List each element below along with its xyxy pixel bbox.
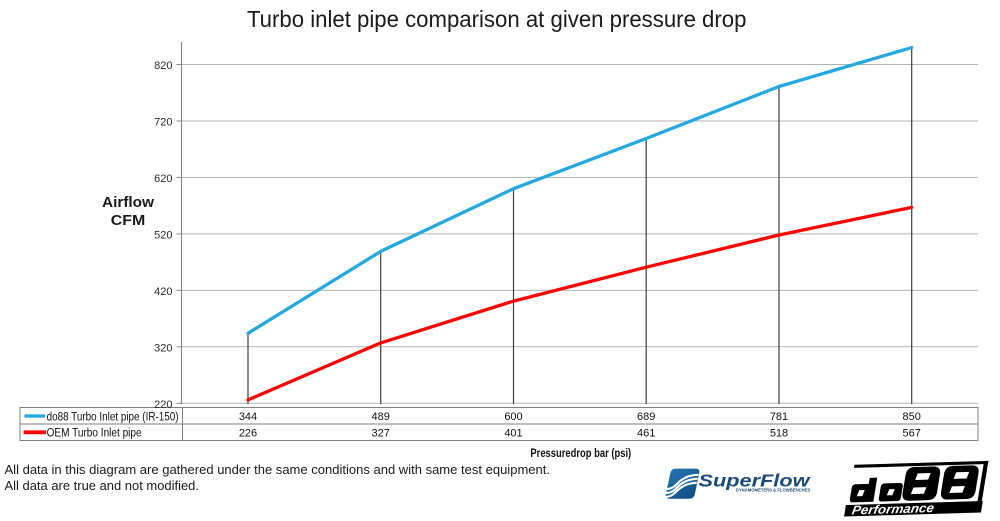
svg-text:DYNAMOMETERS & FLOWBENCHES: DYNAMOMETERS & FLOWBENCHES	[736, 487, 811, 492]
svg-text:226: 226	[239, 427, 257, 439]
svg-text:520: 520	[154, 229, 172, 241]
svg-text:850: 850	[903, 411, 921, 423]
svg-text:567: 567	[903, 427, 921, 439]
svg-text:620: 620	[154, 173, 172, 185]
svg-text:489: 489	[372, 411, 390, 423]
svg-text:600: 600	[504, 411, 522, 423]
svg-text:OEM Turbo Inlet pipe: OEM Turbo Inlet pipe	[47, 428, 142, 440]
svg-text:820: 820	[154, 60, 172, 72]
svg-text:781: 781	[770, 411, 788, 423]
svg-text:CFM: CFM	[111, 213, 146, 229]
svg-text:518: 518	[770, 427, 788, 439]
svg-text:720: 720	[154, 117, 172, 129]
svg-text:SuperFlow: SuperFlow	[699, 471, 812, 491]
svg-text:401: 401	[504, 427, 522, 439]
svg-text:461: 461	[637, 427, 655, 439]
svg-text:344: 344	[239, 411, 257, 423]
svg-text:220: 220	[154, 399, 172, 411]
svg-text:689: 689	[637, 411, 655, 423]
svg-text:327: 327	[372, 427, 390, 439]
svg-text:320: 320	[154, 342, 172, 354]
svg-text:All data are true and not modi: All data are true and not modified.	[5, 479, 199, 493]
svg-text:All data in this diagram are g: All data in this diagram are gathered un…	[5, 463, 551, 477]
svg-text:Airflow: Airflow	[102, 195, 155, 211]
svg-text:Pressuredrop bar (psi): Pressuredrop bar (psi)	[530, 448, 631, 460]
svg-text:420: 420	[154, 286, 172, 298]
svg-text:Turbo inlet pipe comparison at: Turbo inlet pipe comparison at given pre…	[247, 6, 747, 32]
svg-text:Performance: Performance	[851, 501, 935, 517]
svg-text:do88 Turbo Inlet pipe (IR-150): do88 Turbo Inlet pipe (IR-150)	[47, 412, 179, 424]
